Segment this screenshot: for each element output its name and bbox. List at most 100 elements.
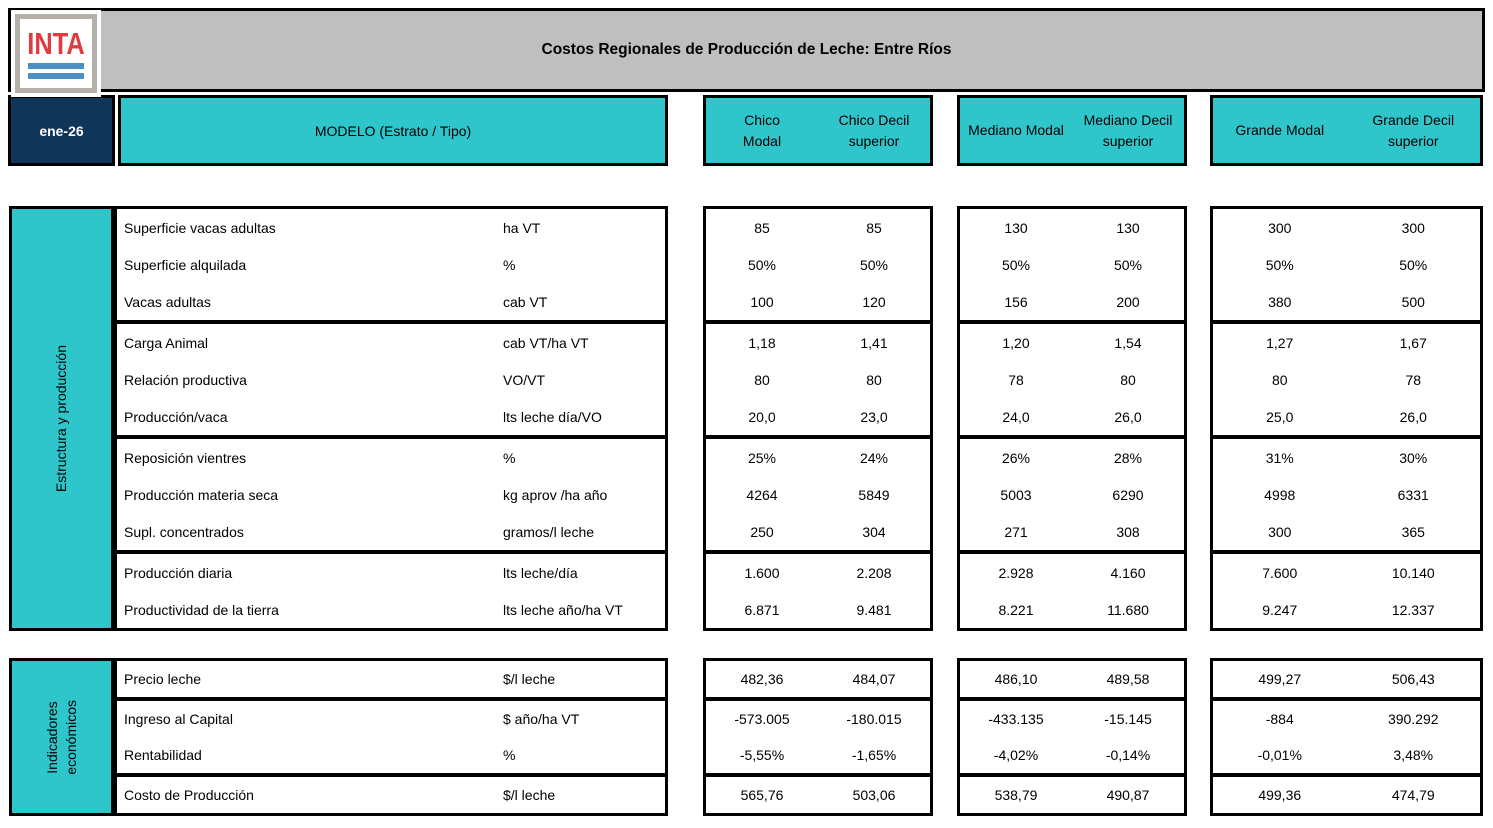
- cell-value: 6.871: [744, 601, 780, 618]
- inta-logo-frame: INTA: [15, 14, 97, 93]
- table-row: 85 85: [706, 209, 930, 246]
- cell-value: 365: [1401, 523, 1425, 540]
- table-row: 156 200: [960, 283, 1184, 320]
- table-row: Relación productiva VO/VT: [117, 361, 665, 398]
- data-group: 1,18 1,41 80 80 20,0 23,0: [706, 320, 930, 435]
- data-column-grande-indicadores: 499,27 506,43 -884 390.292 -0,01% 3,48% 499,36…: [1210, 658, 1483, 816]
- inta-logo-text: INTA: [27, 26, 85, 61]
- table-row: 300 300: [1213, 209, 1480, 246]
- row-label: Vacas adultas: [124, 293, 211, 310]
- table-row: 1,18 1,41: [706, 324, 930, 361]
- cell-value: 9.247: [1262, 601, 1298, 618]
- table-row: 9.247 12.337: [1213, 591, 1480, 628]
- cell-value: 1,54: [1114, 334, 1142, 351]
- cell-value: 31%: [1265, 449, 1294, 466]
- cell-value: 499,27: [1258, 671, 1302, 687]
- row-label: Superficie alquilada: [124, 256, 247, 273]
- cell-value: 200: [1116, 293, 1140, 310]
- data-column-grande-estructura: 300 300 50% 50% 380 500 1,27 1,67 80 78 25,0 26,0 31…: [1210, 206, 1483, 631]
- cell-value: 100: [750, 293, 774, 310]
- column-header-grande: Grande Modal Grande Decil superior: [1210, 95, 1483, 166]
- row-unit: $/l leche: [503, 671, 556, 687]
- data-group: 565,76 503,06: [706, 773, 930, 813]
- cell-value: 271: [1004, 523, 1028, 540]
- inta-logo-stripe: [28, 63, 84, 69]
- cell-value: 26,0: [1114, 408, 1142, 425]
- cell-value: 2.928: [998, 564, 1034, 581]
- cell-value: 565,76: [740, 787, 784, 803]
- label-group: Carga Animal cab VT/ha VT Relación product…: [117, 320, 665, 435]
- cell-value: 8.221: [998, 601, 1034, 618]
- table-row: 300 365: [1213, 513, 1480, 550]
- table-row: Rentabilidad%: [117, 737, 665, 773]
- data-group: 7.600 10.140 9.247 12.337: [1213, 550, 1480, 628]
- row-label: Superficie vacas adultas: [124, 219, 276, 236]
- table-row: Superficie vacas adultas ha VT: [117, 209, 665, 246]
- label-group: Precio leche $/l leche: [117, 661, 665, 697]
- column-header-grande-modal: Grande Modal: [1235, 122, 1325, 138]
- cell-value: 484,07: [852, 671, 896, 687]
- row-label: Relación productiva: [124, 371, 247, 388]
- cell-value: -4,02%: [993, 747, 1039, 763]
- table-row: 1.600 2.208: [706, 554, 930, 591]
- row-label: Supl. concentrados: [124, 523, 244, 540]
- cell-value: 506,43: [1391, 671, 1435, 687]
- row-label: Reposición vientres: [124, 449, 247, 466]
- cell-value: 499,36: [1258, 787, 1302, 803]
- data-group: 538,79 490,87: [960, 773, 1184, 813]
- cell-value: 28%: [1113, 449, 1143, 466]
- cell-value: 4998: [1264, 486, 1296, 503]
- label-column-indicadores: Precio leche $/l leche Ingreso al Capital $…: [114, 658, 668, 816]
- cell-value: 12.337: [1391, 601, 1435, 618]
- cell-value: 26%: [1001, 449, 1031, 466]
- cell-value: 6331: [1397, 486, 1429, 503]
- row-label: Producción/vaca: [124, 408, 228, 425]
- data-group: 85 85 50% 50% 100 120: [706, 209, 930, 320]
- data-column-mediano-estructura: 130 130 50% 50% 156 200 1,20 1,54 78 80 24,0 26,0 26…: [957, 206, 1187, 631]
- cell-value: 1,20: [1002, 334, 1030, 351]
- cell-value: 50%: [1113, 256, 1143, 273]
- label-group: Superficie vacas adultas ha VT Superficie …: [117, 209, 665, 320]
- cell-value: 5849: [858, 486, 890, 503]
- table-row: -884 390.292: [1213, 701, 1480, 737]
- table-row: -5,55% -1,65%: [706, 737, 930, 773]
- row-label: Producción materia seca: [124, 486, 279, 503]
- section-sidebar-indicadores: Indicadores económicos: [9, 658, 114, 816]
- table-row: -433.135 -15.145: [960, 701, 1184, 737]
- table-row: Producción materia seca kg aprov /ha año: [117, 476, 665, 513]
- row-unit: cab VT: [503, 293, 548, 310]
- cell-value: 474,79: [1391, 787, 1435, 803]
- data-group: 1.600 2.208 6.871 9.481: [706, 550, 930, 628]
- table-row: 31% 30%: [1213, 439, 1480, 476]
- report-header-bar: Costos Regionales de Producción de Leche…: [8, 8, 1485, 92]
- data-group: 1,20 1,54 78 80 24,0 26,0: [960, 320, 1184, 435]
- table-row: Producción diaria lts leche/día: [117, 554, 665, 591]
- row-label: Productividad de la tierra: [124, 601, 279, 618]
- column-header-chico-decil: Chico Decil superior: [838, 111, 910, 149]
- row-unit: cab VT/ha VT: [503, 334, 589, 351]
- cell-value: 300: [1268, 523, 1292, 540]
- table-row: Producción/vaca lts leche día/VO: [117, 398, 665, 435]
- table-row: 50% 50%: [960, 246, 1184, 283]
- table-row: 7.600 10.140: [1213, 554, 1480, 591]
- cell-value: 1.600: [744, 564, 780, 581]
- data-column-mediano-indicadores: 486,10 489,58 -433.135 -15.145 -4,02% -0,14% 5…: [957, 658, 1187, 816]
- section-title-indicadores: Indicadores económicos: [43, 699, 79, 775]
- cell-value: 85: [754, 219, 770, 236]
- cell-value: 1,18: [748, 334, 776, 351]
- label-group: Producción diaria lts leche/día Productivi…: [117, 550, 665, 628]
- table-row: 538,79 490,87: [960, 777, 1184, 813]
- cell-value: 20,0: [748, 408, 776, 425]
- cell-value: 25%: [747, 449, 777, 466]
- cell-value: 130: [1004, 219, 1028, 236]
- cell-value: 3,48%: [1393, 747, 1434, 763]
- data-group: 26% 28% 5003 6290 271 308: [960, 435, 1184, 550]
- cell-value: 250: [750, 523, 774, 540]
- data-group: -573.005 -180.015 -5,55% -1,65%: [706, 697, 930, 773]
- data-group: 499,36 474,79: [1213, 773, 1480, 813]
- table-row: 24,0 26,0: [960, 398, 1184, 435]
- cell-value: 24%: [859, 449, 889, 466]
- row-unit: $/l leche: [503, 787, 556, 803]
- table-row: Productividad de la tierra lts leche año/…: [117, 591, 665, 628]
